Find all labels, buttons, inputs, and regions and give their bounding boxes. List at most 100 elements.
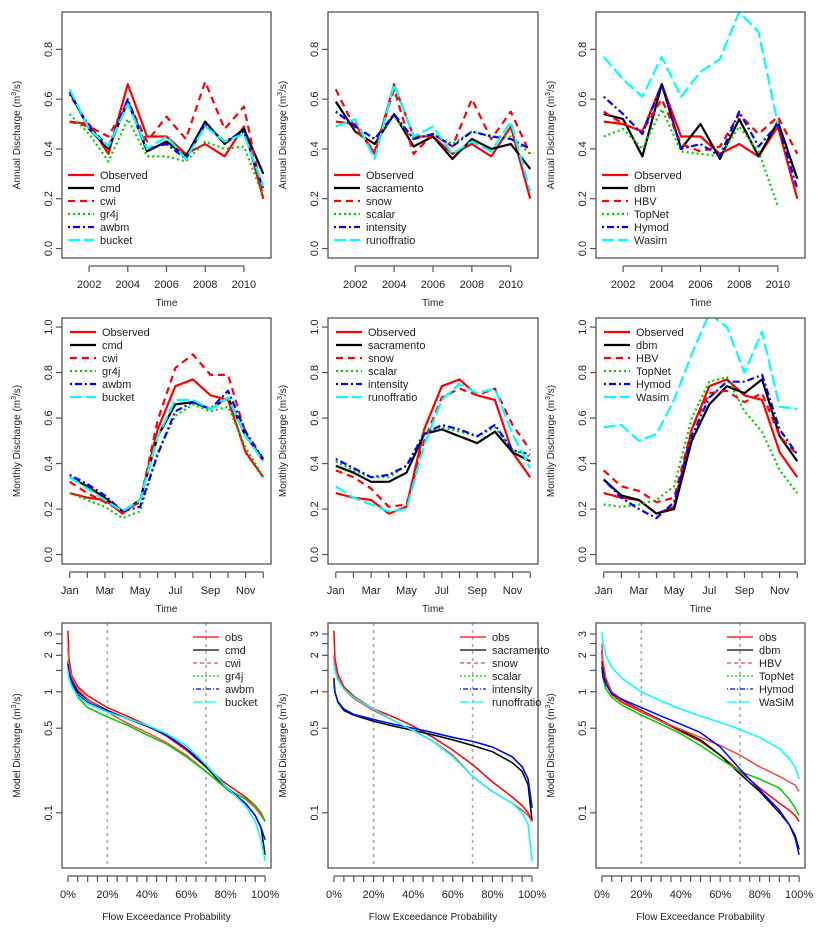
series-line-obs <box>333 630 533 822</box>
x-tick-label: 20% <box>630 889 652 901</box>
x-tick-label: 80% <box>481 889 503 901</box>
x-tick-label: Sep <box>467 585 487 597</box>
y-axis-title-superscript: 3 <box>277 704 284 708</box>
x-axis-title: Flow Exceedance Probability <box>636 912 764 923</box>
x-tick-label: 100% <box>518 889 546 901</box>
series-line-cwi <box>69 353 265 513</box>
legend-label-hbv: HBV <box>634 196 657 208</box>
series-group <box>67 630 266 862</box>
x-axis-title: Flow Exceedance Probability <box>102 912 230 923</box>
legend-label-gr4j: gr4j <box>102 366 120 378</box>
x-tick-label: 0% <box>326 889 342 901</box>
series-line-wasim <box>601 632 800 780</box>
y-tick-label: 0.5 <box>43 721 55 736</box>
x-tick-label: 2004 <box>650 279 674 291</box>
y-tick-label: 0.0 <box>309 241 321 256</box>
x-tick-label: 80% <box>749 889 771 901</box>
legend-label-hbv: HBV <box>759 658 782 670</box>
plot-frame <box>327 11 539 259</box>
x-axis-title: Time <box>156 298 178 309</box>
legend-label-intensity: intensity <box>368 379 409 391</box>
x-tick-label: 2006 <box>688 279 712 291</box>
x-tick-label: Nov <box>770 585 790 597</box>
legend-label-topnet: TopNet <box>759 671 794 683</box>
x-tick-label: Jul <box>702 585 716 597</box>
plot-frame <box>327 622 539 869</box>
series-line-hymod <box>602 373 799 520</box>
x-tick-label: Jan <box>327 585 345 597</box>
y-tick-label: 3 <box>309 631 321 637</box>
series-group <box>601 632 800 855</box>
legend-label-observed: Observed <box>368 327 416 339</box>
y-tick-label: 0.4 <box>43 456 55 471</box>
x-tick-label: 80% <box>215 889 237 901</box>
legend-label-dbm: dbm <box>759 645 780 657</box>
y-tick-label: 0.1 <box>43 805 55 820</box>
legend-label-observed: Observed <box>636 327 684 339</box>
x-tick-label: 2008 <box>193 279 217 291</box>
y-axis-title: Model Discharge (m3/s) <box>277 693 289 798</box>
legend-label-observed: Observed <box>100 170 148 182</box>
legend-label-hymod: Hymod <box>634 222 669 234</box>
series-line-intensity <box>335 110 531 150</box>
legend-label-hbv: HBV <box>636 353 659 365</box>
x-tick-label: Nov <box>503 585 523 597</box>
legend-label-cwi: cwi <box>102 353 118 365</box>
y-tick-label: 0.2 <box>577 501 589 516</box>
x-tick-label: Nov <box>236 585 256 597</box>
y-axis-title-text: /s) <box>546 385 557 396</box>
y-axis-title-text: Annual Discharge (m <box>278 96 289 189</box>
y-axis-title: Annual Discharge (m3/s) <box>11 81 23 189</box>
y-axis-title-superscript: 3 <box>277 92 284 96</box>
series-line-runoffratio <box>333 663 533 862</box>
series-line-hbv <box>603 98 799 155</box>
series-line-cmd <box>68 91 265 175</box>
series-line-runoffratio <box>335 83 532 192</box>
series-line-topnet <box>601 667 800 816</box>
y-tick-label: 1.0 <box>309 319 321 334</box>
legend-label-gr4j: gr4j <box>225 671 243 683</box>
y-tick-label: 0.6 <box>309 91 321 106</box>
y-axis-title-text: Annual Discharge (m <box>12 96 23 189</box>
x-axis-title: Time <box>422 604 444 615</box>
y-axis-title: Annual Discharge (m3/s) <box>277 81 289 189</box>
y-tick-label: 3 <box>43 631 55 637</box>
y-axis-title-superscript: 3 <box>11 92 18 96</box>
y-axis-title: Monthly Discharge (m3/s) <box>11 385 23 497</box>
x-axis-title: Time <box>690 298 712 309</box>
x-tick-label: Jul <box>168 585 182 597</box>
legend: Observedsacramentosnowscalarintensityrun… <box>336 327 425 404</box>
series-group <box>335 378 532 515</box>
legend-label-wasim: WaSiM <box>759 697 794 709</box>
y-tick-label: 0.0 <box>309 547 321 562</box>
series-line-topnet <box>603 108 779 207</box>
series-line-sacramento <box>334 101 532 170</box>
series-line-dbm <box>602 378 799 515</box>
x-tick-label: Jan <box>595 585 613 597</box>
x-tick-label: 2002 <box>77 279 101 291</box>
y-tick-label: 0.0 <box>577 241 589 256</box>
y-tick-label: 1.0 <box>43 319 55 334</box>
series-line-runoffratio <box>335 382 532 513</box>
legend-label-snow: snow <box>368 353 394 365</box>
legend-label-gr4j: gr4j <box>100 209 118 221</box>
x-axis-title: Time <box>156 604 178 615</box>
series-line-gr4j <box>69 403 265 520</box>
panel-annual-1: 0.0 0.2 0.4 0.6 0.8 2002 2004 2006 2008 2010 Time A… <box>11 11 272 309</box>
x-tick-label: Mar <box>629 585 648 597</box>
y-axis-title: Annual Discharge (m3/s) <box>545 81 557 189</box>
series-line-bucket <box>69 396 265 513</box>
x-tick-label: Jan <box>61 585 79 597</box>
x-tick-label: 0% <box>594 889 610 901</box>
panel-fdc-2: 0.1 0.5 1 2 3 0% 20% 40% 60% 80% 100% Flow Exceedan… <box>277 622 549 923</box>
y-tick-label: 1.0 <box>577 319 589 334</box>
y-axis-title-text: /s) <box>12 385 23 396</box>
plot-frame <box>595 622 806 869</box>
y-axis-title-text: /s) <box>278 693 289 704</box>
series-line-observed <box>69 83 265 199</box>
series-line-dbm <box>603 83 799 180</box>
x-tick-label: 2002 <box>611 279 635 291</box>
legend-label-snow: snow <box>366 196 392 208</box>
